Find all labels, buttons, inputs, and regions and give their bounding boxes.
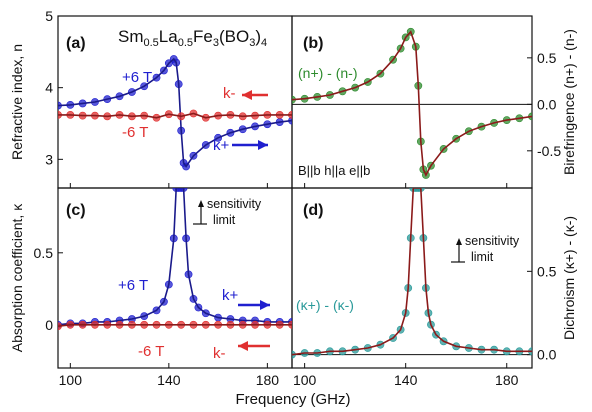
label-a-minus-field: -6 T: [122, 124, 148, 141]
label-c-plus-field: +6 T: [118, 277, 148, 294]
panel-label-c: (c): [66, 202, 86, 219]
y-axis-label-b: Birefringence (n+) - (n-): [561, 29, 577, 175]
panel-label-a: (a): [66, 35, 86, 52]
sensitivity-marker-c-head: [198, 200, 204, 207]
y-tick-label: 0.0: [537, 347, 557, 363]
x-tick-label: 100: [59, 372, 83, 388]
fit-line-a-0: [58, 57, 292, 168]
k-plus-arrow-c-head: [260, 300, 270, 310]
label-b-geometry: B||b h||a e||b: [298, 163, 370, 178]
y-axis-label-d: Dichroism (κ+) - (κ-): [561, 216, 577, 340]
y-tick-label: 0.0: [537, 96, 557, 112]
y-axis-label-a: Refractive index, n: [9, 44, 25, 160]
label-a-k-plus: k+: [213, 137, 230, 154]
label-c-k-minus: k-: [213, 345, 226, 362]
x-tick-label: 140: [157, 372, 181, 388]
y-tick-label: 3: [45, 151, 53, 167]
label-d-series: (κ+) - (κ-): [296, 297, 354, 313]
fit-line-b-0: [292, 30, 532, 177]
fit-line-a-1: [58, 112, 292, 119]
series-group-a: [58, 55, 292, 171]
label-c-k-plus: k+: [222, 287, 239, 304]
y-tick-label: 0.5: [537, 50, 557, 66]
y-tick-label: 5: [45, 8, 53, 24]
label-b-series: (n+) - (n-): [298, 65, 358, 81]
x-tick-label: 100: [293, 372, 317, 388]
y-tick-label: -0.5: [537, 143, 561, 159]
fit-line-c-0: [58, 188, 292, 326]
y-tick-label: 4: [45, 80, 53, 96]
x-tick-label: 180: [495, 372, 519, 388]
series-group-b: [292, 27, 532, 179]
y-tick-label: 0.5: [34, 245, 54, 261]
label-a-plus-field: +6 T: [122, 69, 152, 86]
x-tick-label: 140: [394, 372, 418, 388]
label-c-sensitivity: sensitivity limit: [207, 197, 262, 227]
panel-label-b: (b): [303, 35, 323, 52]
panel-label-d: (d): [303, 202, 323, 219]
x-axis-label: Frequency (GHz): [235, 391, 350, 408]
series-group-d: [292, 188, 532, 359]
y-axis-label-c: Absorption coefficient, κ: [9, 203, 25, 352]
k-plus-arrow-a-head: [258, 140, 268, 150]
fit-line-d-0: [292, 188, 532, 356]
series-group-c: [58, 188, 292, 331]
fit-line-c-1: [58, 324, 292, 327]
label-a-k-minus: k-: [223, 85, 236, 102]
figure-title: Sm0.5La0.5Fe3(BO3)4: [118, 27, 267, 49]
x-tick-label: 180: [256, 372, 280, 388]
k-minus-arrow-c-head: [238, 341, 248, 351]
k-minus-arrow-a-head: [242, 90, 252, 100]
label-d-sensitivity: sensitivity limit: [465, 234, 520, 264]
y-tick-label: 0: [45, 317, 53, 333]
y-tick-label: 0.5: [537, 263, 557, 279]
sensitivity-marker-d-head: [456, 238, 462, 245]
label-c-minus-field: -6 T: [138, 343, 164, 360]
